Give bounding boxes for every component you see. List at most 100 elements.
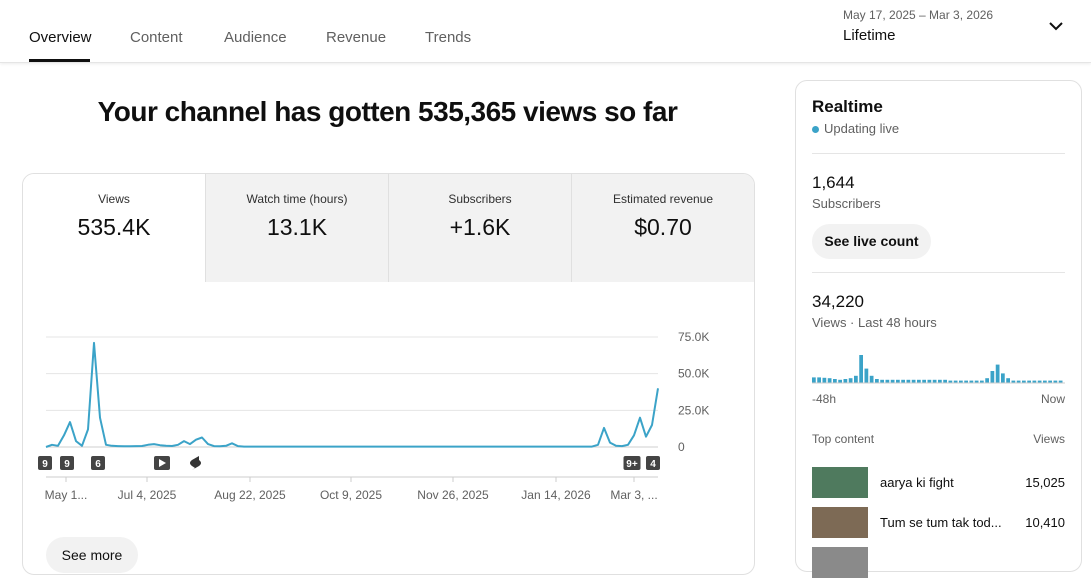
hour-bar (906, 379, 911, 383)
hour-bar (1037, 380, 1042, 383)
metric-tab[interactable]: Views 535.4K (23, 174, 205, 282)
headline: Your channel has gotten 535,365 views so… (97, 96, 678, 127)
marker-label: 9 (64, 459, 70, 470)
marker-label: 6 (95, 459, 101, 470)
tab[interactable]: Trends (425, 29, 472, 46)
hour-bar (833, 379, 837, 383)
hour-bar (885, 379, 890, 383)
period[interactable]: Lifetime (843, 27, 896, 44)
metric-tab[interactable]: Estimated revenue $0.70 (571, 174, 754, 282)
views-label: Views · Last 48 hours (812, 315, 937, 330)
thumbnail[interactable] (812, 547, 868, 578)
metrics-card: Views 535.4K Watch time (hours) 13.1K Subs… (22, 173, 755, 575)
see-more-button[interactable]: See more (46, 537, 138, 573)
hour-bar (1016, 380, 1021, 383)
metric-tab[interactable]: Watch time (hours) 13.1K (205, 174, 388, 282)
live-dot (812, 126, 819, 133)
top-content-column: Views (1033, 432, 1065, 446)
metric-value: 13.1K (266, 214, 328, 240)
marker-badge (623, 456, 641, 470)
hour-bar (880, 379, 884, 383)
hour-bar (938, 379, 942, 383)
hour-bar (890, 379, 895, 383)
tab[interactable]: Overview (29, 29, 92, 46)
thumbnail[interactable] (812, 467, 868, 498)
content-views: 15,025 (1025, 475, 1065, 490)
axis-end: Now (1040, 392, 1065, 406)
shorts-icon (190, 456, 201, 470)
metric-value: +1.6K (449, 214, 511, 240)
content-views: 10,410 (1025, 515, 1065, 530)
tab-underline (29, 59, 90, 62)
marker-label: 9+ (626, 459, 638, 470)
live-count-button[interactable]: See live count (812, 224, 931, 259)
x-tick-label: Jan 14, 2026 (521, 488, 591, 502)
video-icon-play (159, 459, 166, 467)
metric-value: $0.70 (634, 214, 692, 240)
y-tick-label: 50.0K (678, 367, 709, 381)
hour-bar (932, 379, 937, 383)
subscriber-label: Subscribers (812, 196, 881, 211)
hour-bar (1032, 380, 1037, 383)
y-tick-label: 0 (678, 440, 685, 454)
divider (812, 153, 1065, 154)
hour-bar (1022, 380, 1026, 383)
content-title[interactable]: Tum se tum tak tod... (880, 515, 1002, 530)
hour-bar (943, 379, 947, 383)
tab[interactable]: Revenue (326, 29, 387, 46)
hour-bar (843, 379, 848, 383)
hour-bar (827, 378, 832, 383)
hour-bar (922, 379, 926, 383)
hour-bar (1053, 380, 1058, 383)
realtime-bar-chart (812, 355, 1065, 384)
hour-bar (848, 378, 853, 383)
dropdown-icon[interactable] (1048, 20, 1064, 34)
x-tick-label: Aug 22, 2025 (214, 488, 286, 502)
hour-bar (875, 379, 879, 383)
metric-label: Subscribers (448, 192, 512, 206)
hour-bar (980, 380, 984, 383)
hour-bar (838, 379, 842, 383)
hour-bar (990, 371, 995, 383)
marker-badge (38, 456, 52, 470)
marker-label: 4 (650, 459, 656, 470)
top-nav: Overview Content Audience Revenue Trends… (0, 0, 1091, 63)
hour-bar (911, 379, 916, 383)
metric-label: Watch time (hours) (246, 192, 348, 206)
hour-bar (1011, 380, 1016, 383)
live-status: Updating live (824, 121, 900, 136)
hour-bar (953, 380, 958, 383)
thumbnail[interactable] (812, 507, 868, 538)
hour-bar (817, 377, 821, 383)
tab[interactable]: Audience (224, 29, 287, 46)
y-tick-label: 25.0K (678, 403, 709, 417)
top-content-title: Top content (812, 432, 875, 446)
hour-bar (959, 380, 963, 383)
marker-badge (60, 456, 74, 470)
date-range[interactable]: May 17, 2025 – Mar 3, 2026 (843, 8, 994, 22)
metric-tab[interactable]: Subscribers +1.6K (388, 174, 571, 282)
hour-bar (822, 377, 827, 383)
y-tick-label: 75.0K (678, 330, 709, 344)
x-tick-label: Nov 26, 2025 (417, 488, 489, 502)
content-title[interactable]: aarya ki fight (880, 475, 954, 490)
hour-bar (927, 379, 932, 383)
hour-bar (901, 379, 905, 383)
divider (812, 272, 1065, 273)
hour-bar (869, 375, 874, 383)
realtime-panel: Realtime Updating live 1,644 Subscribers… (795, 80, 1082, 578)
tab[interactable]: Content (130, 29, 183, 46)
hour-bar (917, 379, 921, 383)
line-chart: 0 25.0K 50.0K 75.0K May 1... Jul 4, 2025 Aug 2… (38, 330, 709, 502)
marker-badge (91, 456, 105, 470)
hour-bar (964, 380, 968, 383)
hour-bar (1048, 380, 1052, 383)
x-tick-label: Mar 3, ... (610, 488, 657, 502)
hour-bar (995, 364, 1000, 383)
metric-label: Estimated revenue (612, 192, 714, 206)
hour-bar (859, 355, 863, 383)
hour-bar (1027, 380, 1031, 383)
marker-label: 9 (42, 459, 48, 470)
metric-value: 535.4K (77, 214, 151, 240)
